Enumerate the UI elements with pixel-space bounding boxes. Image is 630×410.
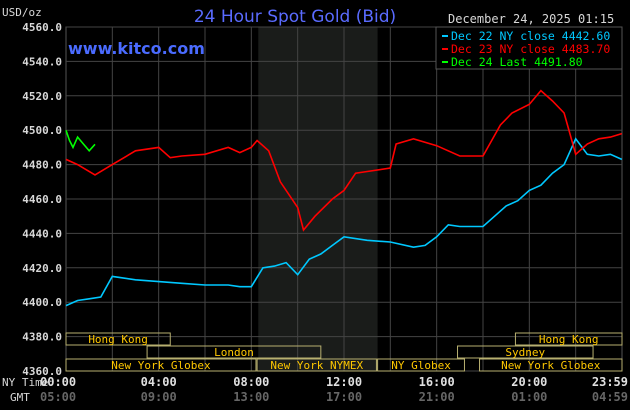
x-tick-label: 12:00 (326, 375, 362, 389)
series-line-1 (65, 89, 623, 232)
session-label: Hong Kong (88, 333, 148, 346)
session-box (146, 345, 322, 359)
y-tick-label: 4500.0 (22, 124, 62, 137)
session-box (479, 358, 623, 372)
y-tick-label: 4460.0 (22, 193, 62, 206)
x-tick-label: 17:00 (326, 390, 362, 404)
website-label: www.kitco.com (68, 39, 205, 58)
session-label: London (214, 346, 254, 359)
x-tick-label: 01:00 (511, 390, 547, 404)
y-tick-label: 4540.0 (22, 55, 62, 68)
y-axis-label: USD/oz (2, 6, 42, 19)
session-label: Hong Kong (539, 333, 599, 346)
legend-entry: Dec 23 NY close 4483.70 (451, 42, 610, 56)
x-tick-label: 04:00 (141, 375, 177, 389)
y-tick-label: 4520.0 (22, 90, 62, 103)
x-tick-label: 09:00 (141, 390, 177, 404)
x-tick-label: 00:00 (40, 375, 76, 389)
x-tick-label: 04:59 (592, 390, 628, 404)
series-line-2 (65, 129, 96, 153)
x-tick-label: 13:00 (233, 390, 269, 404)
session-label: New York Globex (501, 359, 601, 372)
legend-box (435, 26, 623, 70)
y-tick-label: 4360.0 (22, 365, 62, 378)
y-tick-label: 4400.0 (22, 296, 62, 309)
y-tick-label: 4420.0 (22, 262, 62, 275)
x-tick-label: 08:00 (233, 375, 269, 389)
session-label: New York NYMEX (270, 359, 363, 372)
session-label: New York Globex (111, 359, 211, 372)
y-tick-label: 4560.0 (22, 21, 62, 34)
timestamp: December 24, 2025 01:15 (448, 12, 614, 26)
session-box (377, 358, 465, 372)
x-tick-label: 23:59 (592, 375, 628, 389)
y-tick-label: 4380.0 (22, 331, 62, 344)
session-label: NY Globex (391, 359, 451, 372)
session-box (256, 358, 377, 372)
legend-entry: Dec 24 Last 4491.80 (451, 55, 583, 69)
x-axis-row-label: NY Time (2, 376, 48, 389)
session-box (65, 358, 257, 372)
session-box (514, 332, 623, 346)
y-tick-label: 4440.0 (22, 227, 62, 240)
x-tick-label: 16:00 (419, 375, 455, 389)
chart-title: 24 Hour Spot Gold (Bid) (194, 7, 396, 27)
session-label: Sydney (505, 346, 545, 359)
x-tick-label: 21:00 (419, 390, 455, 404)
x-tick-label: 20:00 (511, 375, 547, 389)
series-line-0 (65, 137, 623, 307)
x-tick-label: 05:00 (40, 390, 76, 404)
legend-entry: Dec 22 NY close 4442.60 (451, 29, 610, 43)
y-tick-label: 4480.0 (22, 159, 62, 172)
session-box (457, 345, 594, 359)
x-axis-row-label: GMT (10, 391, 30, 404)
session-box (65, 332, 171, 346)
